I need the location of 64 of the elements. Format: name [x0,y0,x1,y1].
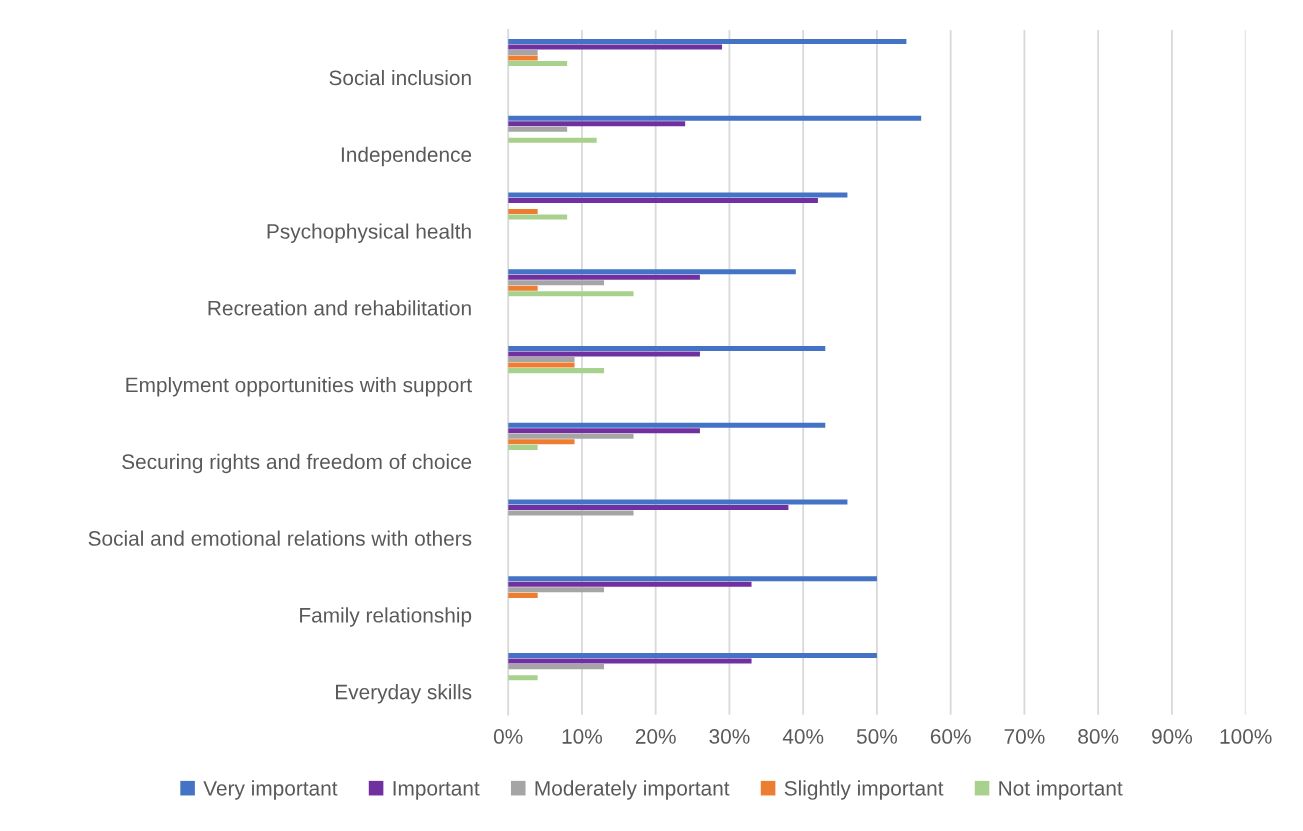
legend-label: Moderately important [535,780,730,800]
bar [508,345,826,352]
legend-label: Slightly important [784,780,944,800]
bar [508,44,723,50]
legend-label: Not important [999,780,1123,800]
bar [508,658,752,664]
bar [508,444,538,450]
bar [508,192,848,198]
bar [508,115,922,121]
y-tick-label: Recreation and rehabilitation [208,300,471,316]
bar [508,576,877,582]
bar [508,121,686,127]
bar [508,291,634,297]
y-tick-label: Social and emotional relations with others [88,530,472,546]
bar [508,61,568,67]
x-tick-label: 80% [1078,729,1119,744]
bar [508,285,538,291]
bar [508,664,605,670]
bar [508,362,575,368]
x-tick-label: 0% [493,729,523,744]
bar [508,126,568,132]
bar [508,55,538,61]
bar [508,357,575,363]
legend-label: Very important [203,780,338,800]
bar [508,439,575,445]
legend-label: Important [393,781,480,800]
y-tick-label: Social inclusion [329,69,471,86]
bar [508,581,752,587]
y-tick-label: Independence [341,146,472,167]
bar [508,38,907,44]
bar [508,510,634,516]
bar [508,592,538,598]
bar [508,269,796,275]
x-tick-label: 60% [930,729,971,744]
bar [508,280,605,286]
bar [508,428,700,434]
x-tick-label: 50% [856,729,898,744]
bar [508,368,605,374]
bar [508,653,877,659]
bar [508,351,700,357]
x-tick-label: 100% [1220,729,1272,744]
y-tick-label: Psychophysical health [267,223,471,243]
x-tick-label: 20% [635,729,676,744]
x-tick-label: 40% [782,729,824,744]
bar [508,209,538,215]
bar [508,587,605,593]
bar [508,499,848,505]
bar [508,137,597,143]
y-tick-label: Emplyment opportunities with support [126,377,472,397]
bar [508,505,789,511]
bar [508,197,818,204]
x-tick-label: 70% [1004,729,1045,744]
y-tick-label: Family relationship [300,607,472,627]
x-tick-label: 30% [709,729,750,744]
bar [508,49,538,56]
bar [508,214,568,220]
x-tick-label: 90% [1152,729,1193,744]
y-tick-label: Securing rights and freedom of choice [122,453,472,474]
y-tick-label: Everyday skills [336,684,472,704]
bar [508,675,538,681]
bar [508,422,826,428]
bar [508,433,634,439]
bar [508,274,700,280]
x-tick-label: 10% [562,729,603,744]
